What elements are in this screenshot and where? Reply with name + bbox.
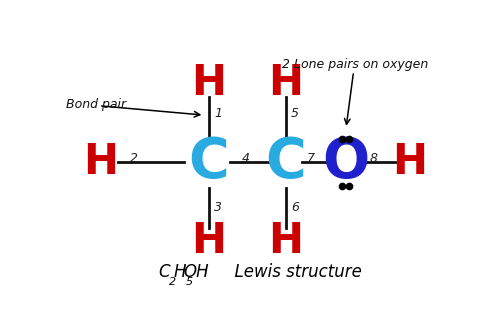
- Text: 1: 1: [214, 108, 222, 120]
- Text: H: H: [83, 141, 119, 183]
- Text: Lewis structure: Lewis structure: [224, 263, 362, 281]
- Text: 7: 7: [307, 152, 315, 165]
- Text: 6: 6: [291, 201, 299, 214]
- Text: 2: 2: [130, 152, 138, 165]
- Text: C: C: [189, 135, 229, 189]
- Text: Bond pair: Bond pair: [66, 98, 126, 110]
- Text: H: H: [268, 220, 304, 262]
- Text: 3: 3: [214, 201, 222, 214]
- Text: H: H: [191, 220, 227, 262]
- Text: 4: 4: [242, 152, 249, 165]
- Text: 2: 2: [169, 277, 176, 287]
- Text: 5: 5: [186, 277, 193, 287]
- Text: H: H: [191, 62, 227, 104]
- Text: H: H: [174, 263, 186, 281]
- Text: O: O: [322, 135, 370, 189]
- Text: 5: 5: [291, 108, 299, 120]
- Text: 8: 8: [369, 152, 377, 165]
- Text: 2 Lone pairs on oxygen: 2 Lone pairs on oxygen: [282, 58, 429, 71]
- Text: OH: OH: [184, 263, 209, 281]
- Text: H: H: [268, 62, 304, 104]
- Text: C: C: [266, 135, 306, 189]
- Text: H: H: [392, 141, 427, 183]
- Text: C: C: [159, 263, 170, 281]
